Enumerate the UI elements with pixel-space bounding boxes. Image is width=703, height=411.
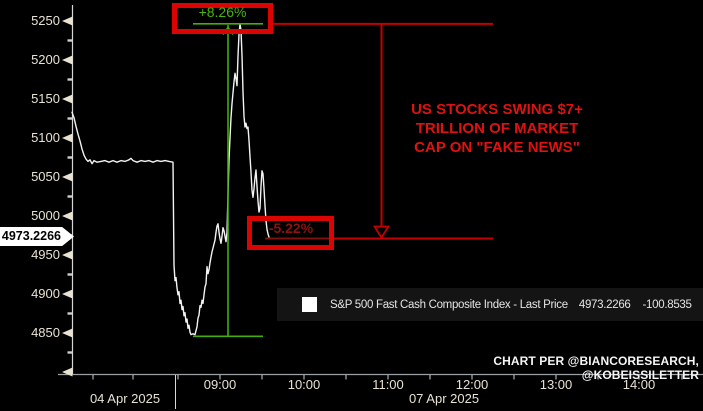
y-tick-label: 5150 [31,91,60,106]
credit-text: CHART PER @BIANCORESEARCH, @KOBEISSILETT… [493,354,699,382]
series-swatch-icon [302,297,317,312]
y-tick-label: 4900 [31,286,60,301]
session-date-label: 07 Apr 2025 [408,391,480,406]
x-tick-label: 12:00 [455,377,489,392]
news-callout-line2: TRILLION OF MARKET [415,120,579,137]
gain-percent-label: +8.26% [198,4,247,20]
news-callout-line3: CAP ON "FAKE NEWS" [414,139,580,156]
y-tick-label: 5250 [31,13,60,28]
x-tick-label: 09:00 [203,377,237,392]
x-tick-label: 13:00 [539,377,573,392]
legend-series-label: S&P 500 Fast Cash Composite Index - Last… [330,298,568,311]
drop-percent-label: -5.22% [268,220,314,236]
news-callout: US STOCKS SWING $7+ TRILLION OF MARKET C… [397,100,597,157]
y-tick-label: 5050 [31,169,60,184]
y-tick-label: 5000 [31,208,60,223]
x-tick-label: 14:00 [622,377,656,392]
x-tick-label: 10:00 [287,377,321,392]
last-price-badge: 4973.2266 [0,227,74,246]
low-annotation-frame [247,216,334,250]
legend-change: -100.8535 [642,298,692,311]
session-date-label: 04 Apr 2025 [89,391,161,406]
y-tick-label: 4850 [31,325,60,340]
news-callout-line1: US STOCKS SWING $7+ [411,101,583,118]
legend: S&P 500 Fast Cash Composite Index - Last… [277,288,703,321]
high-annotation-frame [172,3,273,34]
y-tick-label: 5200 [31,52,60,67]
x-tick-label: 11:00 [372,377,404,392]
y-tick-label: 5100 [31,130,60,145]
legend-last-price: 4973.2266 [578,298,631,311]
y-tick-label: 4950 [31,247,60,262]
